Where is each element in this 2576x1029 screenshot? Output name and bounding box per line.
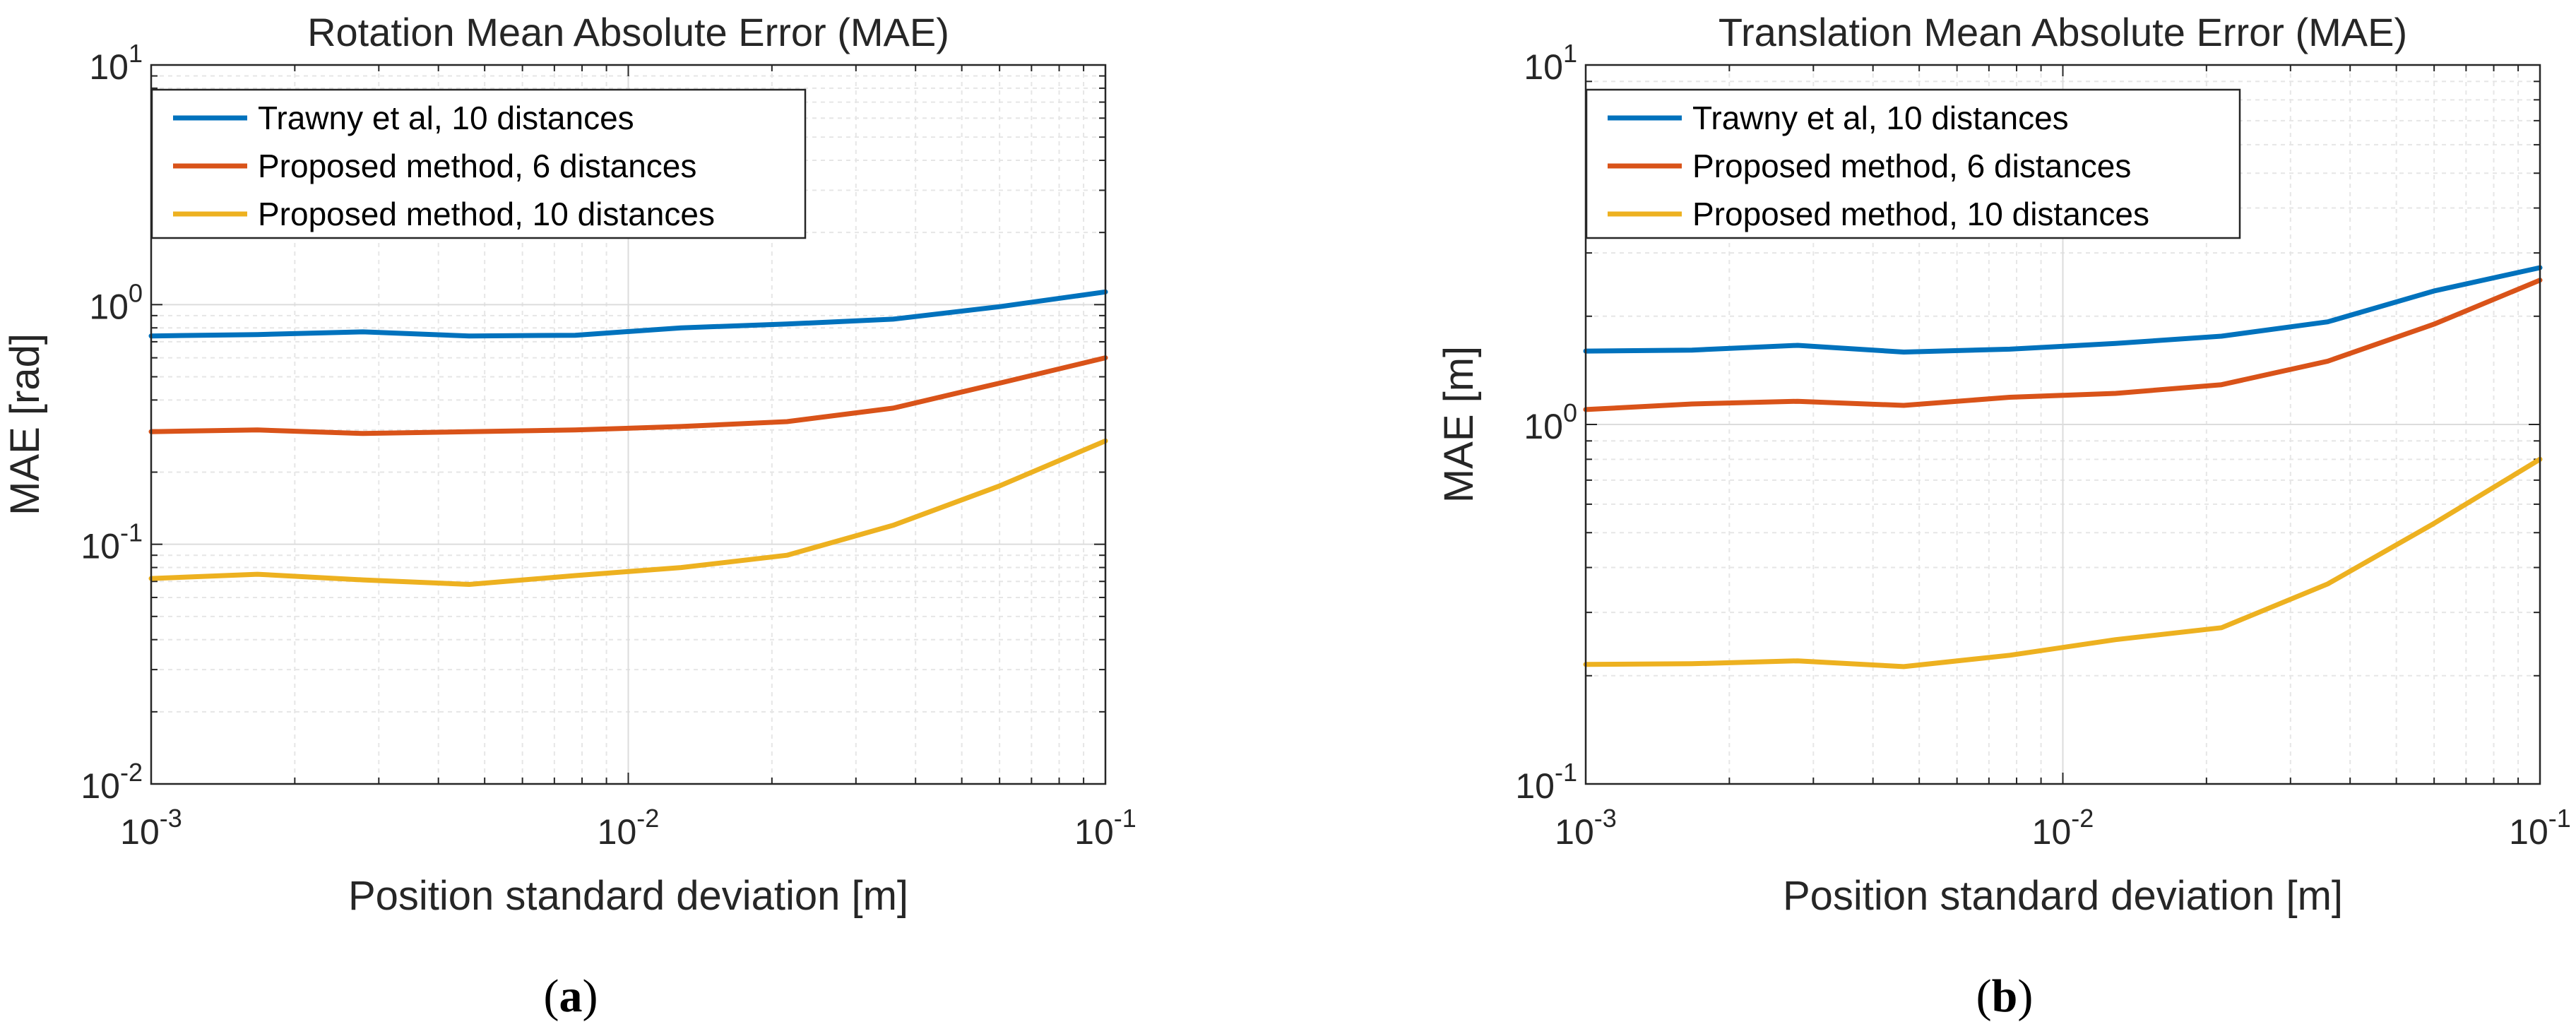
panel-label: (a) (544, 970, 598, 1022)
legend: Trawny et al, 10 distances Proposed metho… (150, 88, 807, 239)
series-line-3 (1583, 456, 2543, 670)
x-axis-label: Position standard deviation [m] (1783, 873, 2343, 919)
chart-title: Translation Mean Absolute Error (MAE) (1719, 10, 2407, 54)
x-axis-label: Position standard deviation [m] (348, 873, 908, 919)
y-axis-label: MAE [m] (1436, 346, 1482, 503)
axes-frame (1584, 64, 2541, 785)
series-line-2 (1583, 278, 2543, 412)
y-tick-label: 101 (1524, 39, 1577, 87)
x-tick-label: 10-1 (1074, 804, 1136, 852)
series-line-3 (148, 438, 1108, 587)
legend-label-3: Proposed method, 10 distances (258, 196, 715, 232)
series-line-1 (148, 289, 1108, 339)
y-tick-label: 100 (1524, 398, 1577, 446)
legend-label-1: Trawny et al, 10 distances (258, 100, 634, 136)
series-line-2 (148, 355, 1108, 436)
legend-label-2: Proposed method, 6 distances (1692, 148, 2131, 184)
legend-box (1585, 88, 2241, 239)
y-axis-label: MAE [rad] (2, 333, 48, 516)
legend: Trawny et al, 10 distances Proposed metho… (1585, 88, 2241, 239)
legend-label-3: Proposed method, 10 distances (1692, 196, 2149, 232)
series-line-1 (1583, 265, 2543, 355)
axes-frame (150, 64, 1107, 785)
y-tick-label: 100 (89, 278, 143, 326)
panel-label: (b) (1976, 970, 2034, 1022)
tick-marks (150, 64, 1106, 785)
chart-title: Rotation Mean Absolute Error (MAE) (307, 10, 949, 54)
legend-label-1: Trawny et al, 10 distances (1692, 100, 2069, 136)
x-tick-label: 10-3 (120, 804, 182, 852)
y-tick-label: 10-1 (1515, 758, 1577, 806)
x-tick-label: 10-3 (1555, 804, 1617, 852)
y-tick-label: 10-2 (81, 758, 143, 806)
y-tick-label: 10-1 (81, 518, 143, 566)
legend-label-2: Proposed method, 6 distances (258, 148, 696, 184)
legend-box (150, 88, 807, 239)
y-tick-label: 101 (89, 39, 143, 87)
chart-b: 10-3 10-2 10-1 10-1 100 101 Translation Mean A… (1436, 10, 2571, 1022)
x-tick-label: 10-1 (2509, 804, 2571, 852)
x-tick-label: 10-2 (2032, 804, 2094, 852)
x-tick-label: 10-2 (598, 804, 660, 852)
